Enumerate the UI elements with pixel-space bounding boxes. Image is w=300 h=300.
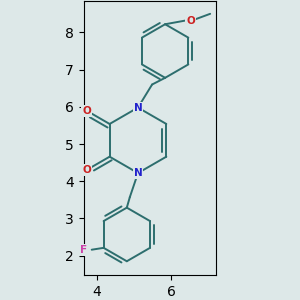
Text: N: N [134, 168, 142, 178]
Text: F: F [80, 245, 87, 255]
Text: N: N [134, 103, 142, 112]
Text: O: O [82, 106, 91, 116]
Text: O: O [82, 165, 91, 175]
Text: O: O [186, 16, 195, 26]
